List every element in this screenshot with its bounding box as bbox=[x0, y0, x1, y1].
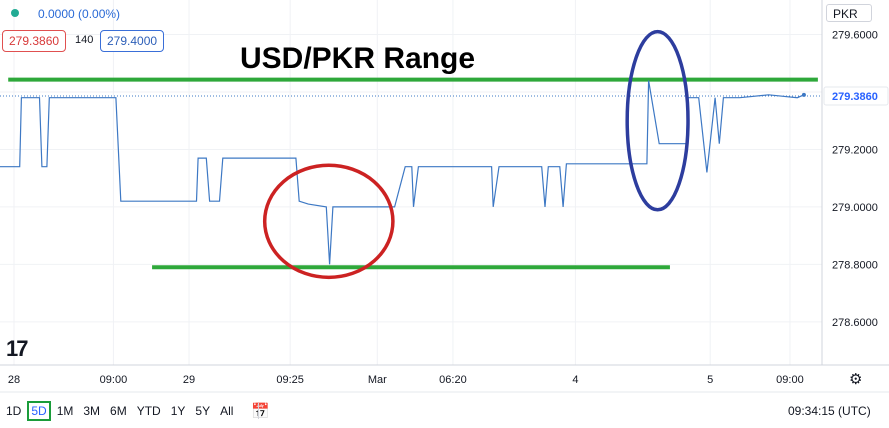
blue-circle-annotation bbox=[625, 29, 690, 212]
ask-price-button[interactable]: 279.4000 bbox=[100, 30, 165, 52]
currency-button[interactable]: PKR bbox=[826, 4, 872, 22]
x-tick-label: 4 bbox=[572, 374, 578, 386]
last-price-label: 279.3860 bbox=[832, 91, 878, 103]
time-axis: 28 09:00 29 09:25 Mar 06:20 4 5 09:00 bbox=[0, 364, 889, 393]
spread-value: 140 bbox=[75, 34, 94, 46]
y-tick-label: 279.2000 bbox=[832, 144, 878, 156]
calendar-icon[interactable]: 📅 bbox=[251, 403, 271, 420]
x-tick-label: 5 bbox=[707, 374, 713, 386]
range-1d-button[interactable]: 1D bbox=[6, 404, 22, 418]
market-status-icon bbox=[11, 9, 19, 17]
x-tick-label: 09:25 bbox=[276, 374, 304, 386]
y-tick-label: 279.6000 bbox=[832, 29, 878, 41]
x-tick-label: 29 bbox=[183, 374, 195, 386]
chart-grid bbox=[0, 0, 822, 365]
settings-icon[interactable]: ⚙ bbox=[849, 371, 863, 388]
last-price-point bbox=[801, 92, 806, 97]
range-6m-button[interactable]: 6M bbox=[110, 404, 127, 418]
x-tick-label: 09:00 bbox=[100, 374, 128, 386]
range-lines bbox=[8, 77, 818, 270]
x-tick-label: 06:20 bbox=[439, 374, 467, 386]
price-axis: 279.6000279.4000279.2000279.0000278.8000… bbox=[821, 0, 889, 365]
range-ytd-button[interactable]: YTD bbox=[136, 404, 161, 418]
range-1y-button[interactable]: 1Y bbox=[170, 404, 186, 418]
clock-timezone[interactable]: 09:34:15 (UTC) bbox=[788, 404, 871, 418]
range-5y-button[interactable]: 5Y bbox=[195, 404, 211, 418]
toolbar-divider bbox=[258, 403, 259, 419]
red-circle-annotation bbox=[262, 163, 395, 280]
range-toolbar: 1D 5D 1M 3M 6M YTD 1Y 5Y All 📅 bbox=[0, 398, 270, 424]
range-5d-button[interactable]: 5D bbox=[27, 401, 51, 421]
y-tick-label: 279.0000 bbox=[832, 202, 878, 214]
x-tick-label: Mar bbox=[368, 374, 387, 386]
bid-price-button[interactable]: 279.3860 bbox=[2, 30, 67, 52]
x-tick-label: 28 bbox=[8, 374, 20, 386]
y-tick-label: 278.8000 bbox=[832, 259, 878, 271]
range-all-button[interactable]: All bbox=[220, 404, 234, 418]
chart-title: USD/PKR Range bbox=[240, 42, 476, 75]
y-tick-label: 278.6000 bbox=[832, 317, 878, 329]
price-series bbox=[0, 80, 822, 265]
range-3m-button[interactable]: 3M bbox=[83, 404, 101, 418]
x-tick-label: 09:00 bbox=[776, 374, 804, 386]
price-change: 0.0000 (0.00%) bbox=[38, 7, 121, 21]
annotations bbox=[262, 29, 690, 280]
last-price-badge bbox=[823, 86, 889, 106]
tradingview-logo-icon: 17 bbox=[6, 336, 29, 361]
range-1m-button[interactable]: 1M bbox=[56, 404, 74, 418]
